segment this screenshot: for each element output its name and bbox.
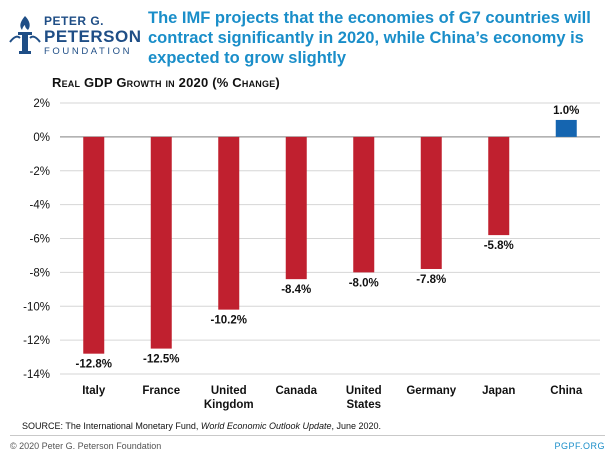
page-title: The IMF projects that the economies of G… (148, 9, 591, 67)
logo-wordmark: PETER G. PETERSON FOUNDATION (44, 14, 142, 58)
x-tick-label: Germany (406, 385, 456, 397)
x-tick-label: Canada (275, 385, 317, 397)
source-publication: World Economic Outlook Update (200, 421, 332, 431)
x-tick-label: China (550, 385, 583, 397)
y-tick-label: -6% (30, 234, 50, 246)
data-label: -5.8% (484, 240, 514, 252)
x-axis-tick-labels: Italy France United Kingdom Canada United Stat… (82, 385, 583, 411)
data-label: -8.4% (281, 284, 311, 296)
data-label: -10.2% (211, 315, 247, 327)
chart-title: Real GDP Growth in 2020 (% Change) (52, 75, 280, 90)
y-tick-label: -14% (23, 369, 50, 381)
bar-chart: 2% 0% -2% -4% -6% -8% -10% -12% -14% -12.8% -12.5… (23, 98, 600, 411)
logo-line-1: PETER G. (44, 14, 105, 28)
x-tick-label: France (142, 385, 180, 397)
y-tick-label: 0% (33, 132, 50, 144)
y-tick-label: -8% (30, 267, 50, 279)
bar (150, 136, 172, 349)
data-label: -12.8% (76, 359, 112, 371)
bar (555, 119, 577, 137)
logo-line-2: PETERSON (44, 27, 142, 46)
torch-icon (9, 16, 41, 54)
data-labels: -12.8% -12.5% -10.2% -8.4% -8.0% -7.8% -5.8% 1.… (74, 103, 581, 372)
x-tick-label: States (346, 399, 381, 411)
y-tick-label: -12% (23, 335, 50, 347)
foundation-logo: PETER G. PETERSON FOUNDATION (8, 10, 141, 66)
source-note: SOURCE: The International Monetary Fund,… (22, 421, 381, 431)
source-suffix: , June 2020. (331, 421, 382, 431)
y-tick-label: 2% (33, 98, 50, 110)
gridlines (60, 102, 600, 375)
copyright: © 2020 Peter G. Peterson Foundation (10, 441, 162, 451)
y-tick-label: -4% (30, 200, 50, 212)
x-tick-label: United (346, 385, 382, 397)
y-axis-tick-labels: 2% 0% -2% -4% -6% -8% -10% -12% -14% (23, 98, 50, 381)
bar (218, 136, 240, 310)
x-tick-label: Italy (82, 385, 106, 397)
y-tick-label: -10% (23, 301, 50, 313)
x-tick-label: Japan (482, 385, 515, 397)
data-label: -12.5% (143, 354, 179, 366)
bar (488, 136, 510, 236)
bar (353, 136, 375, 273)
x-tick-label: United (211, 385, 247, 397)
data-label: -7.8% (416, 274, 446, 286)
bars (83, 119, 577, 354)
data-label: 1.0% (553, 105, 579, 117)
bar (83, 136, 105, 354)
x-tick-label: Kingdom (204, 399, 254, 411)
logo-line-3: FOUNDATION (44, 46, 133, 57)
bar (420, 136, 442, 269)
data-label: -8.0% (349, 277, 379, 289)
site-link[interactable]: PGPF.ORG (554, 441, 605, 451)
bar (285, 136, 307, 280)
footer-divider (10, 435, 605, 436)
y-tick-label: -2% (30, 166, 50, 178)
source-prefix: SOURCE: The International Monetary Fund, (22, 421, 201, 431)
